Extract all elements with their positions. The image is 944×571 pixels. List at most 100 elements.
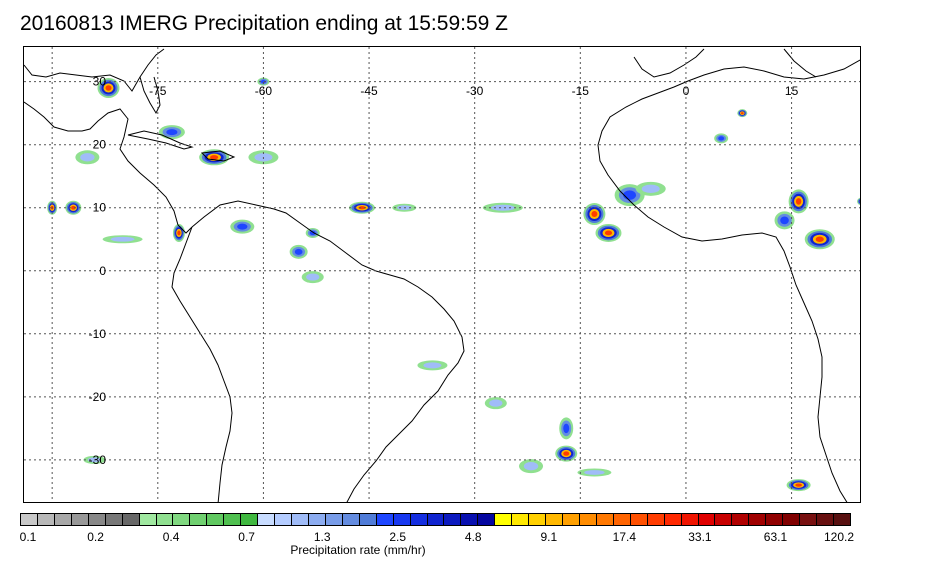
colorbar-swatch bbox=[563, 514, 580, 525]
longitude-label: -30 bbox=[466, 84, 484, 98]
latitude-label: 0 bbox=[99, 264, 106, 278]
latitude-label: -30 bbox=[89, 453, 107, 467]
colorbar-swatch bbox=[427, 514, 445, 525]
coastline-cuba bbox=[127, 130, 194, 150]
colorbar-swatch bbox=[766, 514, 784, 525]
precipitation-cell bbox=[230, 219, 255, 234]
colorbar-swatch bbox=[325, 514, 343, 525]
colorbar-swatch bbox=[613, 514, 631, 525]
coastline-layer bbox=[24, 48, 860, 502]
precipitation-cell bbox=[555, 445, 578, 462]
precipitation-contour bbox=[795, 198, 802, 205]
precipitation-contour bbox=[591, 211, 598, 218]
longitude-label: 15 bbox=[785, 84, 799, 98]
precipitation-contour bbox=[166, 129, 178, 136]
coastline-florida bbox=[139, 76, 161, 115]
longitude-label: -60 bbox=[255, 84, 273, 98]
longitude-label: -15 bbox=[572, 84, 590, 98]
colorbar-tick-label: 33.1 bbox=[688, 530, 712, 544]
latitude-label: 20 bbox=[93, 138, 107, 152]
precipitation-contour bbox=[177, 230, 181, 236]
precipitation-cell bbox=[635, 181, 666, 196]
colorbar-swatch bbox=[122, 514, 140, 525]
precipitation-cell bbox=[774, 211, 795, 230]
colorbar-swatch bbox=[749, 514, 767, 525]
colorbar-swatch bbox=[342, 514, 360, 525]
colorbar-tick-label: 1.3 bbox=[313, 530, 331, 544]
longitude-label: -45 bbox=[360, 84, 378, 98]
colorbar-tick-label: 4.8 bbox=[464, 530, 482, 544]
precipitation-contour bbox=[489, 399, 503, 407]
precipitation-contour bbox=[740, 112, 744, 115]
precipitation-cell bbox=[158, 125, 185, 140]
precipitation-cell bbox=[97, 77, 120, 98]
coastline-south-america bbox=[191, 200, 465, 502]
precipitation-cell bbox=[484, 397, 507, 410]
colorbar-tick-label: 120.2 bbox=[823, 530, 855, 544]
colorbar-swatch bbox=[800, 514, 818, 525]
page-title: 20160813 IMERG Precipitation ending at 1… bbox=[20, 12, 508, 35]
precipitation-contour bbox=[795, 483, 802, 487]
colorbar-swatch bbox=[664, 514, 682, 525]
coastline-north-america bbox=[24, 48, 165, 92]
precipitation-contour bbox=[294, 248, 303, 255]
precipitation-contour bbox=[563, 423, 570, 434]
precipitation-cell bbox=[172, 223, 185, 242]
colorbar-swatch bbox=[461, 514, 479, 525]
colorbar-swatch bbox=[376, 514, 394, 525]
precipitation-contour bbox=[718, 136, 725, 141]
precipitation-contour bbox=[260, 79, 266, 84]
coastline-italy bbox=[783, 48, 817, 78]
colorbar-swatch bbox=[698, 514, 716, 525]
precipitation-contour bbox=[423, 362, 442, 369]
precipitation-cell bbox=[577, 468, 612, 477]
colorbar-swatch bbox=[834, 514, 850, 525]
precipitation-cell bbox=[714, 133, 729, 144]
precipitation-cell bbox=[788, 189, 809, 214]
precipitation-contour bbox=[641, 184, 660, 194]
coastline-iberia bbox=[633, 48, 705, 78]
precipitation-contour bbox=[859, 200, 860, 203]
colorbar-swatch bbox=[207, 514, 225, 525]
colorbar-swatch bbox=[308, 514, 326, 525]
precipitation-contour bbox=[858, 199, 860, 204]
coastline-south-america-west bbox=[171, 226, 233, 502]
coastline-hispaniola bbox=[200, 150, 236, 162]
colorbar-swatch bbox=[54, 514, 72, 525]
precipitation-cell bbox=[559, 417, 574, 440]
colorbar-swatch bbox=[88, 514, 106, 525]
colorbar-swatch bbox=[681, 514, 699, 525]
colorbar-tick-label: 63.1 bbox=[763, 530, 788, 544]
colorbar-tick-label: 0.2 bbox=[87, 530, 104, 544]
precipitation-contour bbox=[563, 451, 570, 456]
colorbar-swatch bbox=[546, 514, 563, 525]
colorbar-swatch bbox=[258, 514, 276, 525]
precipitation-contour bbox=[523, 461, 539, 471]
precipitation-contour bbox=[210, 155, 219, 160]
longitude-labels: -75 -60 -45 -30 -15 0 15 bbox=[149, 84, 798, 98]
precipitation-cell bbox=[349, 201, 376, 214]
precipitation-cell bbox=[583, 203, 606, 226]
precipitation-cell bbox=[75, 150, 100, 165]
precipitation-cell bbox=[786, 479, 811, 492]
colorbar-swatch bbox=[512, 514, 530, 525]
map-canvas: -75 -60 -45 -30 -15 0 15 30 20 10 0 -10 -20 -30 bbox=[24, 47, 860, 502]
colorbar-swatch bbox=[292, 514, 309, 525]
colorbar-swatch bbox=[275, 514, 292, 525]
colorbar-swatch bbox=[817, 514, 834, 525]
colorbar-tick-label: 0.1 bbox=[19, 530, 37, 544]
colorbar-swatch bbox=[630, 514, 648, 525]
colorbar-tick-label: 2.5 bbox=[389, 530, 407, 544]
colorbar-swatch bbox=[444, 514, 462, 525]
colorbar-label: Precipitation rate (mm/hr) bbox=[290, 543, 426, 557]
precipitation-contour bbox=[358, 206, 366, 210]
precipitation-contour bbox=[815, 236, 824, 242]
coastline-africa bbox=[597, 59, 860, 502]
colorbar-swatch bbox=[732, 514, 750, 525]
precipitation-contour bbox=[584, 470, 605, 475]
precipitation-cell bbox=[102, 235, 143, 244]
precipitation-contour bbox=[80, 153, 95, 162]
colorbar-swatch bbox=[241, 514, 259, 525]
colorbar-swatch bbox=[21, 514, 38, 525]
latitude-labels: 30 20 10 0 -10 -20 -30 bbox=[89, 75, 107, 467]
